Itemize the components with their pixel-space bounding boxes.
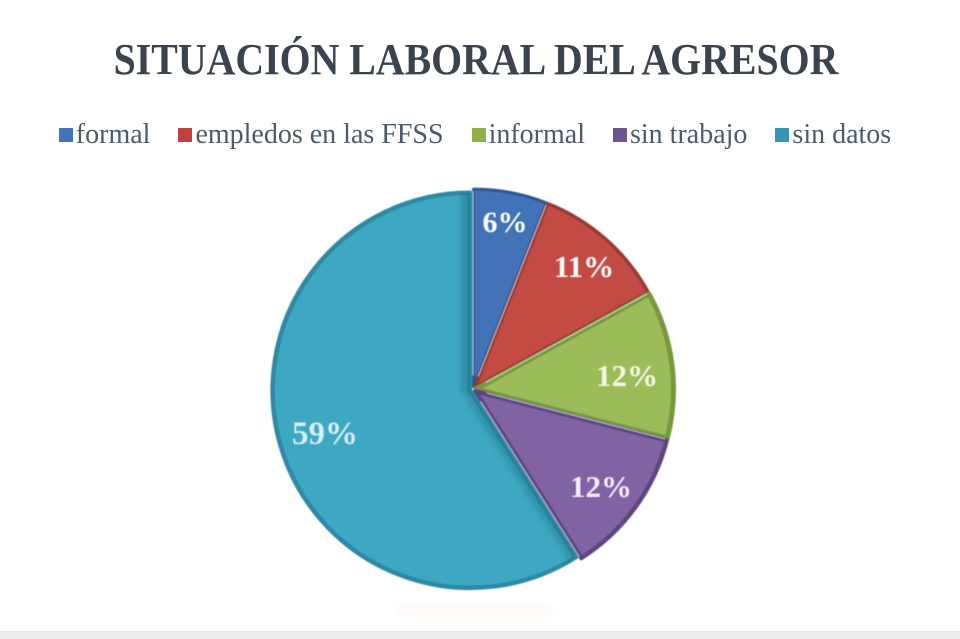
svg-text:6%: 6% (483, 206, 528, 239)
svg-text:59%: 59% (292, 416, 358, 452)
svg-text:11%: 11% (554, 249, 614, 284)
svg-text:12%: 12% (570, 469, 632, 504)
svg-text:12%: 12% (596, 358, 658, 393)
